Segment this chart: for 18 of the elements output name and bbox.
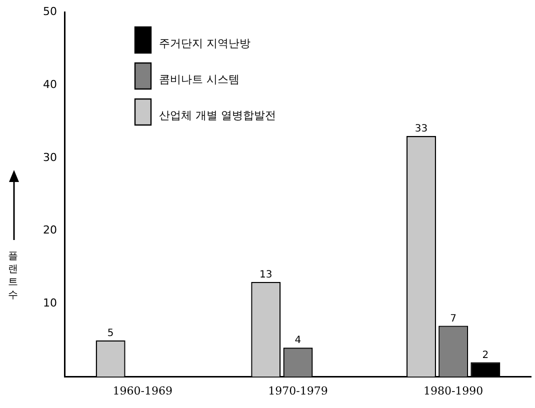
data-label: 4 xyxy=(294,335,302,346)
data-label: 33 xyxy=(414,124,428,135)
y-tick-label: 50 xyxy=(42,4,57,18)
x-tick-label: 1980-1990 xyxy=(423,384,484,398)
legend-label: 산업체 개별 열병합발전 xyxy=(158,108,276,122)
data-label: 13 xyxy=(260,270,272,281)
data-label: 2 xyxy=(482,350,489,361)
y-axis-title: 플랜트 수 xyxy=(8,250,19,302)
data-label: 7 xyxy=(450,313,457,324)
y-tick-label: 10 xyxy=(42,296,57,310)
data-label: 5 xyxy=(107,328,114,339)
legend-label: 콤비나트 시스템 xyxy=(158,72,240,86)
y-tick-label: 30 xyxy=(42,150,57,164)
y-tick-label: 20 xyxy=(42,224,57,237)
x-tick-label: 1970-1979 xyxy=(268,384,328,398)
y-tick-label: 40 xyxy=(42,78,57,91)
legend-label: 주거단지 지역난방 xyxy=(158,36,250,50)
x-tick-label: 1960-1969 xyxy=(112,384,173,398)
